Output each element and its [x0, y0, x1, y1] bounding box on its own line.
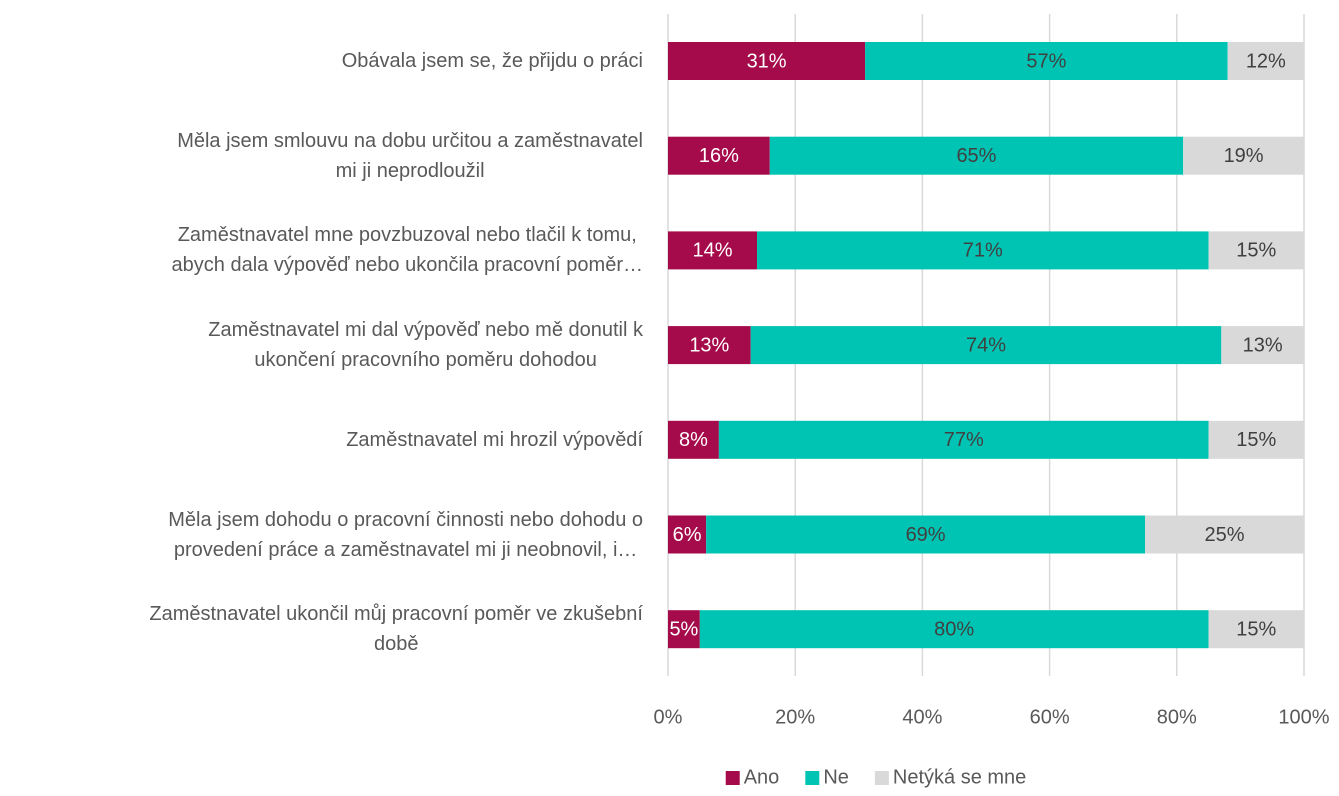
- bar-segment: [865, 42, 1228, 80]
- data-label: 19%: [1224, 145, 1264, 167]
- data-label: 8%: [679, 429, 708, 451]
- data-label: 12%: [1246, 50, 1286, 72]
- data-label: 77%: [944, 429, 984, 451]
- bar-segment: [1208, 231, 1304, 270]
- data-label: 31%: [747, 50, 787, 72]
- legend-label: Ano: [744, 766, 780, 788]
- data-label: 15%: [1236, 240, 1276, 262]
- legend-swatch: [874, 771, 889, 785]
- data-label: 69%: [906, 524, 946, 546]
- x-tick-label: 20%: [775, 706, 815, 728]
- data-label: 15%: [1236, 618, 1276, 640]
- legend-swatch: [725, 771, 740, 785]
- data-label: 5%: [669, 618, 698, 640]
- data-label: 57%: [1026, 50, 1066, 72]
- category-label: Obávala jsem se, že přijdu o práci: [341, 50, 643, 72]
- legend-swatch: [805, 771, 820, 785]
- bar-segment: [1221, 326, 1304, 365]
- data-label: 16%: [699, 145, 739, 167]
- data-label: 65%: [956, 145, 996, 167]
- data-label: 14%: [693, 240, 733, 262]
- bar-segment: [1145, 515, 1304, 554]
- bar-segment: [706, 515, 1145, 554]
- bar-segment: [699, 610, 1209, 649]
- bar-segment: [668, 136, 770, 175]
- bar-segment: [1208, 420, 1304, 459]
- x-tick-label: 60%: [1030, 706, 1070, 728]
- bar-segment: [1183, 136, 1304, 175]
- data-label: 25%: [1204, 524, 1244, 546]
- bar-segment: [668, 231, 758, 270]
- data-label: 13%: [689, 334, 729, 356]
- bar-segment: [750, 326, 1222, 365]
- bar-segment: [757, 231, 1209, 270]
- category-label: Měla jsem dohodu o pracovní činnosti neb…: [168, 508, 643, 561]
- data-label: 80%: [934, 618, 974, 640]
- bar-segment: [1227, 42, 1304, 80]
- bar-segment: [718, 420, 1209, 459]
- bar-segment: [668, 326, 751, 365]
- legend-label: Netýká se mne: [893, 766, 1026, 788]
- x-tick-label: 0%: [654, 706, 683, 728]
- data-label: 71%: [963, 240, 1003, 262]
- bar-segment: [668, 42, 866, 80]
- x-tick-label: 100%: [1278, 706, 1329, 728]
- data-label: 13%: [1243, 334, 1283, 356]
- bar-segment: [1208, 610, 1304, 649]
- data-label: 6%: [673, 524, 702, 546]
- x-tick-label: 40%: [902, 706, 942, 728]
- bar-segment: [668, 515, 707, 554]
- data-label: 74%: [966, 334, 1006, 356]
- category-label: Zaměstnavatel mi dal výpověď nebo mě don…: [208, 319, 643, 372]
- x-tick-label: 80%: [1157, 706, 1197, 728]
- category-label: Zaměstnavatel mne povzbuzoval nebo tlači…: [171, 224, 643, 277]
- category-label: Měla jsem smlouvu na dobu určitou a zamě…: [177, 129, 643, 182]
- bar-segment: [769, 136, 1184, 175]
- bar-segment: [668, 420, 719, 459]
- legend-label: Ne: [823, 766, 849, 788]
- category-label: Zaměstnavatel mi hrozil výpovědí: [346, 428, 643, 451]
- data-label: 15%: [1236, 429, 1276, 451]
- bar-segment: [668, 610, 700, 649]
- category-label: Zaměstnavatel ukončil můj pracovní poměr…: [149, 603, 643, 656]
